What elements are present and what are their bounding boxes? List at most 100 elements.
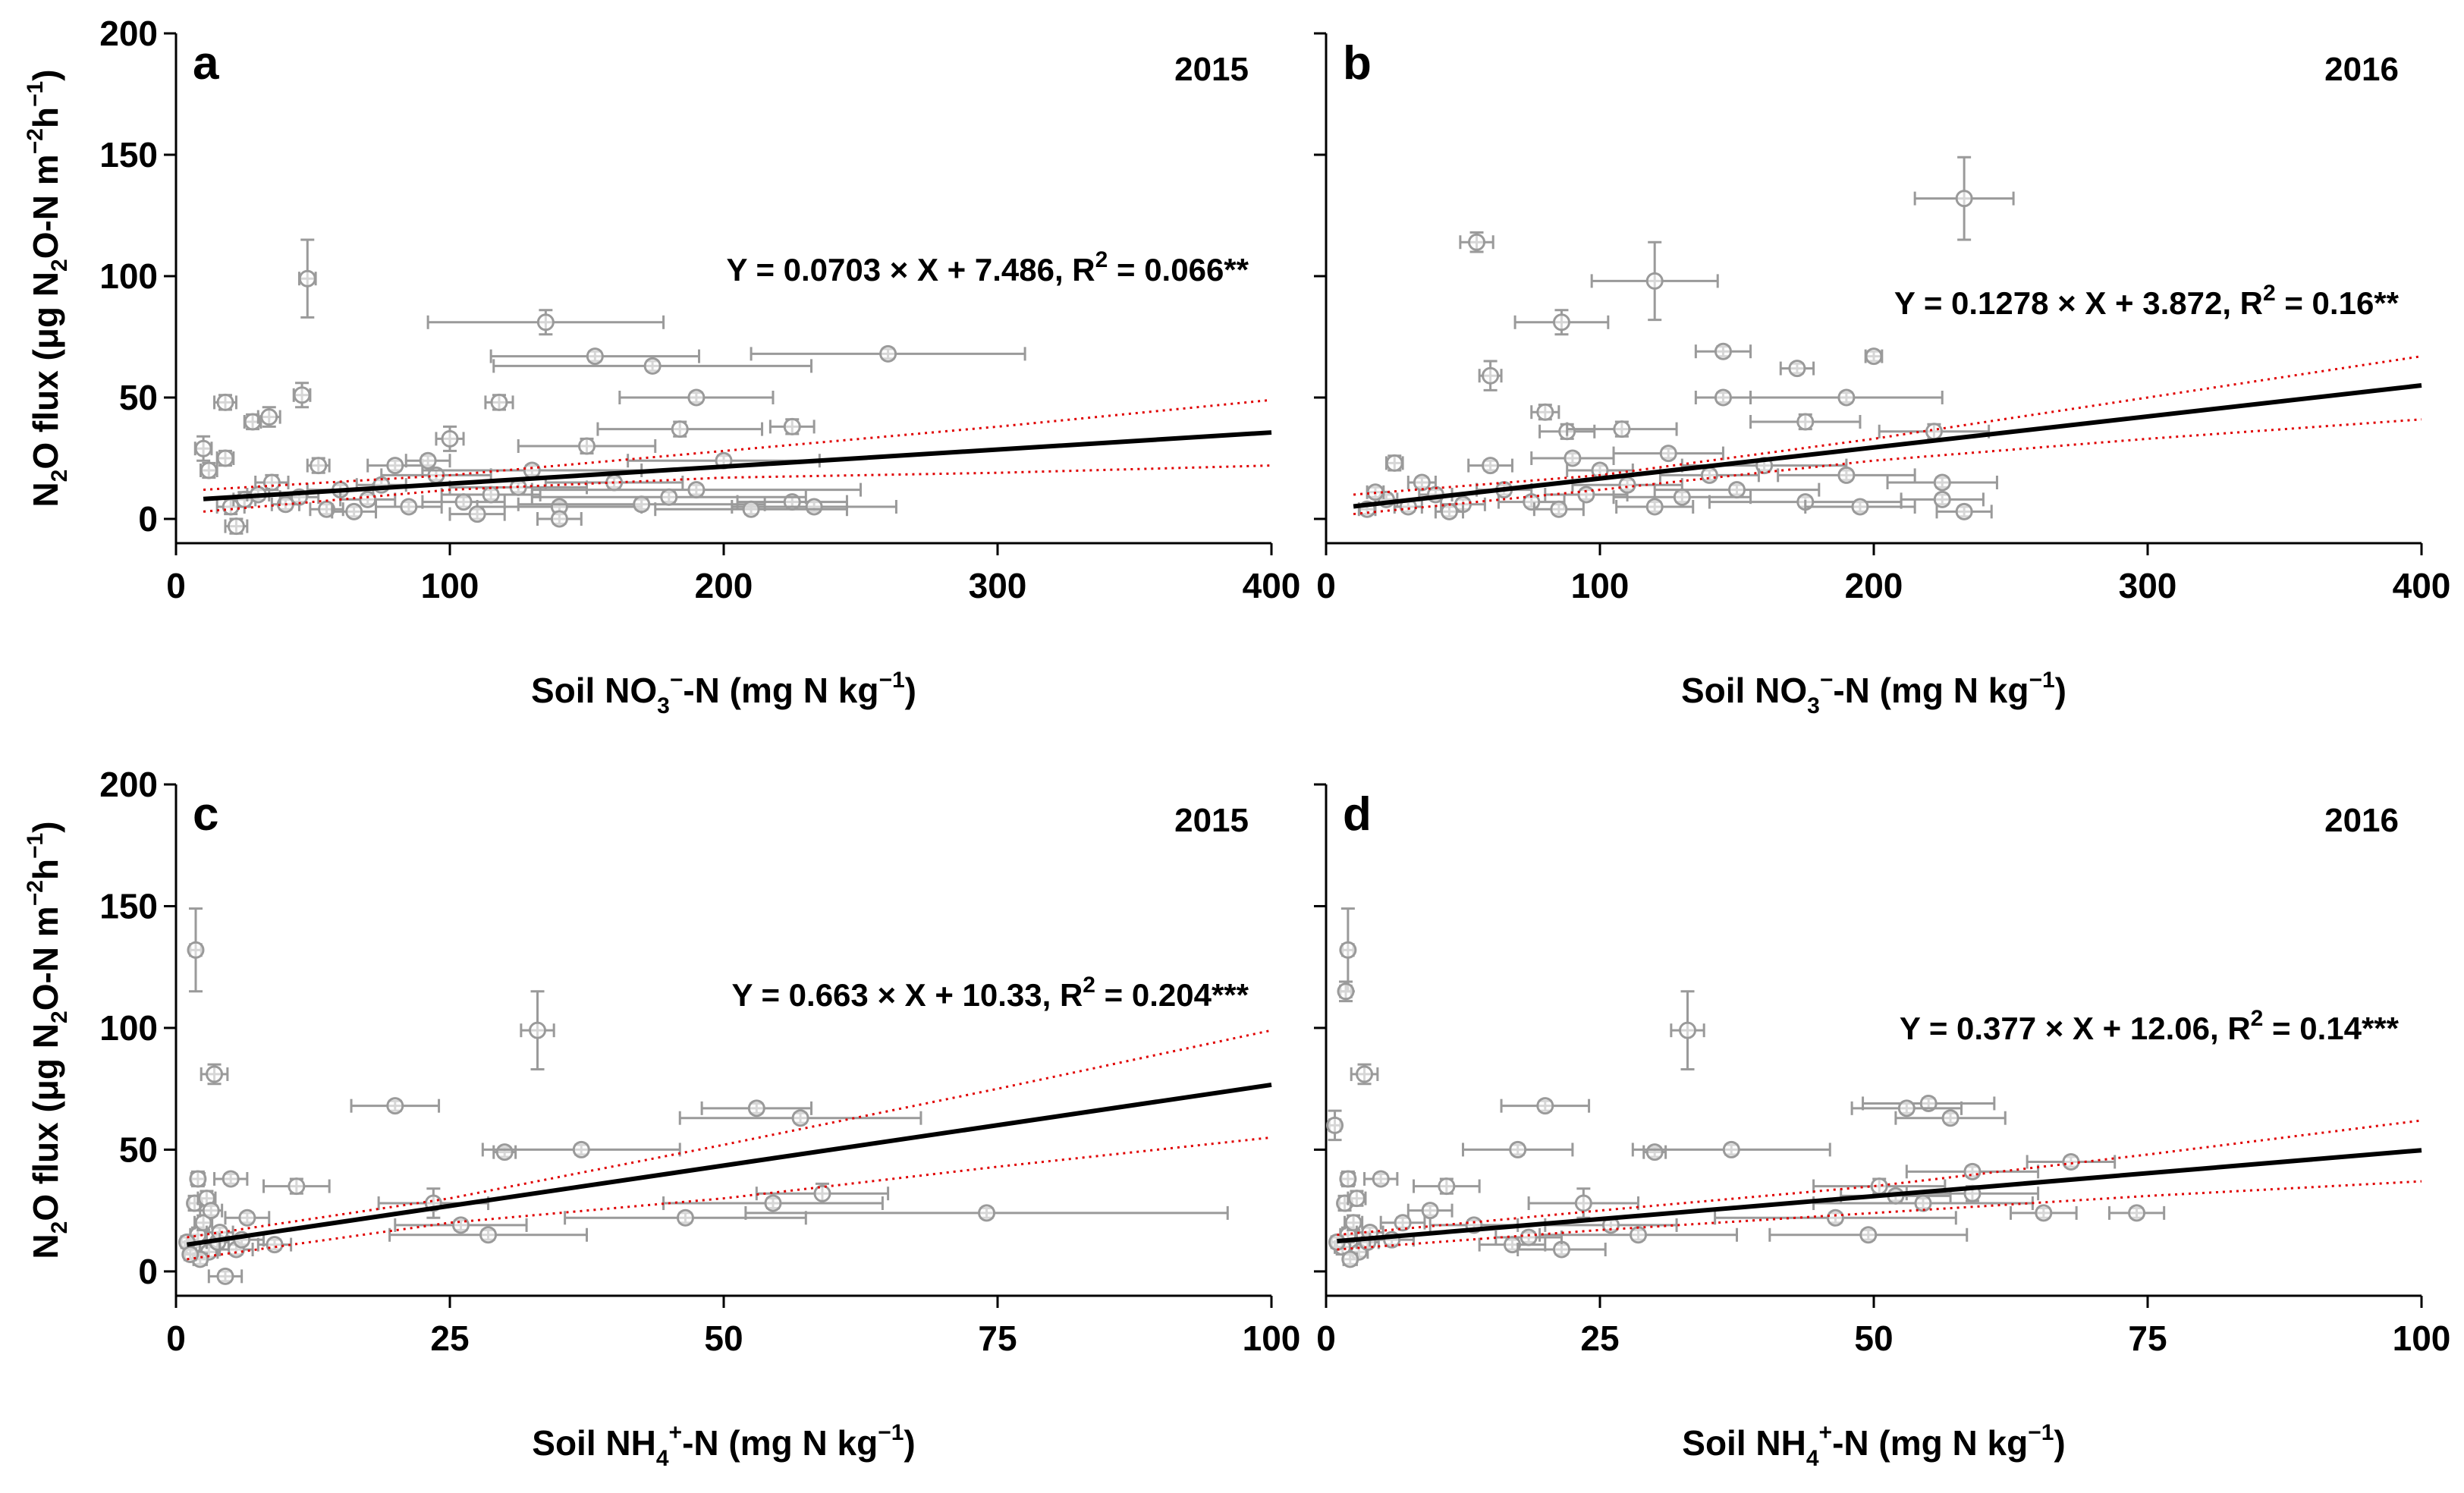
point-marker: [1728, 481, 1746, 499]
data-point: [1612, 488, 1752, 506]
x-tick-label: 400: [1243, 566, 1301, 605]
x-title-part: -N (mg N kg: [1833, 671, 2029, 710]
data-point: [1658, 466, 1760, 484]
x-axis-title: Soil NO3−-N (mg N kg−1): [531, 668, 916, 718]
equation-r2: = 0.066**: [1108, 252, 1249, 288]
point-marker: [216, 449, 234, 467]
data-point: [678, 1109, 922, 1127]
data-point: [306, 457, 331, 475]
data-point: [2026, 1152, 2117, 1171]
ci-upper-line: [187, 1029, 1272, 1239]
data-point: [254, 473, 290, 492]
data-point: [1344, 1214, 1364, 1232]
point-marker: [1394, 1214, 1412, 1232]
point-marker: [1438, 1177, 1456, 1196]
point-marker: [345, 502, 363, 520]
point-marker: [550, 510, 568, 528]
data-point: [426, 309, 665, 336]
y-tick-label: 50: [119, 1130, 158, 1169]
data-point: [1379, 1214, 1426, 1232]
ci-upper-line: [203, 398, 1272, 492]
point-marker: [1536, 1097, 1554, 1115]
y-title-superscript: −2: [23, 128, 48, 154]
data-point: [224, 517, 249, 536]
point-marker: [1550, 500, 1568, 518]
point-marker: [978, 1204, 996, 1222]
y-title-part: O-N m: [26, 154, 65, 259]
point-marker: [1714, 388, 1732, 407]
point-marker: [1925, 423, 1943, 441]
point-marker: [1914, 1194, 1932, 1212]
point-marker: [1536, 403, 1554, 421]
x-title-part: ): [905, 671, 916, 710]
y-tick-label: 0: [138, 1252, 158, 1291]
panel-a: 0 50 100 150 200 0 100 200 300 400 a 2015 Y = 0.0703…: [23, 14, 1300, 718]
point-marker: [1897, 1099, 1916, 1117]
year-label: 2016: [2324, 802, 2399, 839]
point-marker: [244, 413, 262, 431]
data-point: [492, 357, 813, 375]
data-point: [744, 1204, 1229, 1222]
panel-d: 0 25 50 75 100 d 2016 Y = 0.377 × X + 12.06, R2…: [1314, 783, 2450, 1471]
x-tick-label: 300: [2119, 566, 2177, 605]
point-marker: [200, 461, 218, 479]
point-marker: [1659, 445, 1677, 463]
data-point: [207, 1267, 244, 1285]
x-tick-label: 25: [430, 1319, 469, 1358]
point-marker: [1385, 454, 1403, 472]
x-title-part: ): [2055, 671, 2066, 710]
point-marker: [181, 1245, 200, 1263]
data-point: [1894, 1109, 2007, 1127]
data-point: [750, 344, 1026, 363]
point-marker: [386, 457, 404, 475]
equation-r2: = 0.204***: [1095, 977, 1249, 1013]
point-marker: [262, 473, 281, 492]
point-marker: [1482, 457, 1500, 475]
point-marker: [386, 1097, 404, 1115]
data-point: [1878, 423, 1991, 441]
data-point: [489, 347, 701, 366]
panel-letter: b: [1343, 37, 1372, 90]
data-point: [375, 498, 443, 516]
data-point: [292, 382, 312, 409]
y-title-part: ): [26, 821, 65, 832]
data-point: [476, 498, 643, 516]
data-point: [1532, 500, 1585, 518]
point-marker: [586, 347, 604, 366]
data-point: [1694, 388, 1752, 407]
point-marker: [1337, 982, 1355, 1001]
data-point: [200, 1063, 229, 1086]
data-point: [1749, 388, 1944, 407]
data-point: [1749, 413, 1862, 431]
data-point: [1406, 473, 1437, 492]
point-marker: [572, 1140, 590, 1158]
x-tick-label: 400: [2393, 566, 2451, 605]
data-point: [481, 1140, 681, 1158]
data-point: [517, 495, 766, 514]
y-tick-label: 150: [99, 135, 158, 174]
data-point: [1530, 403, 1560, 421]
equation-superscript: 2: [2263, 281, 2276, 306]
panel-b: 0 100 200 300 400 b 2016 Y = 0.1278 × X + 3.872…: [1314, 32, 2451, 718]
data-point: [1590, 240, 1719, 322]
y-title-part: N: [26, 482, 65, 507]
data-point: [394, 1216, 528, 1234]
point-marker: [187, 941, 205, 959]
point-marker: [676, 1209, 694, 1227]
equation-main: Y = 0.663 × X + 10.33, R: [732, 977, 1083, 1013]
x-title-superscript: +: [1819, 1420, 1833, 1445]
data-point: [1768, 1226, 1969, 1244]
point-marker: [451, 1216, 470, 1234]
data-points: [178, 907, 1229, 1285]
point-marker: [1859, 1226, 1878, 1244]
data-point: [1777, 466, 1916, 484]
data-point: [1566, 420, 1678, 438]
data-point: [1467, 457, 1513, 475]
data-point: [309, 500, 344, 518]
point-marker: [194, 439, 212, 457]
data-point: [700, 1099, 813, 1117]
y-title-superscript: −1: [23, 81, 48, 107]
data-point: [1935, 502, 1993, 520]
y-title-part: O flux (μg N: [26, 272, 65, 470]
point-marker: [1837, 388, 1856, 407]
